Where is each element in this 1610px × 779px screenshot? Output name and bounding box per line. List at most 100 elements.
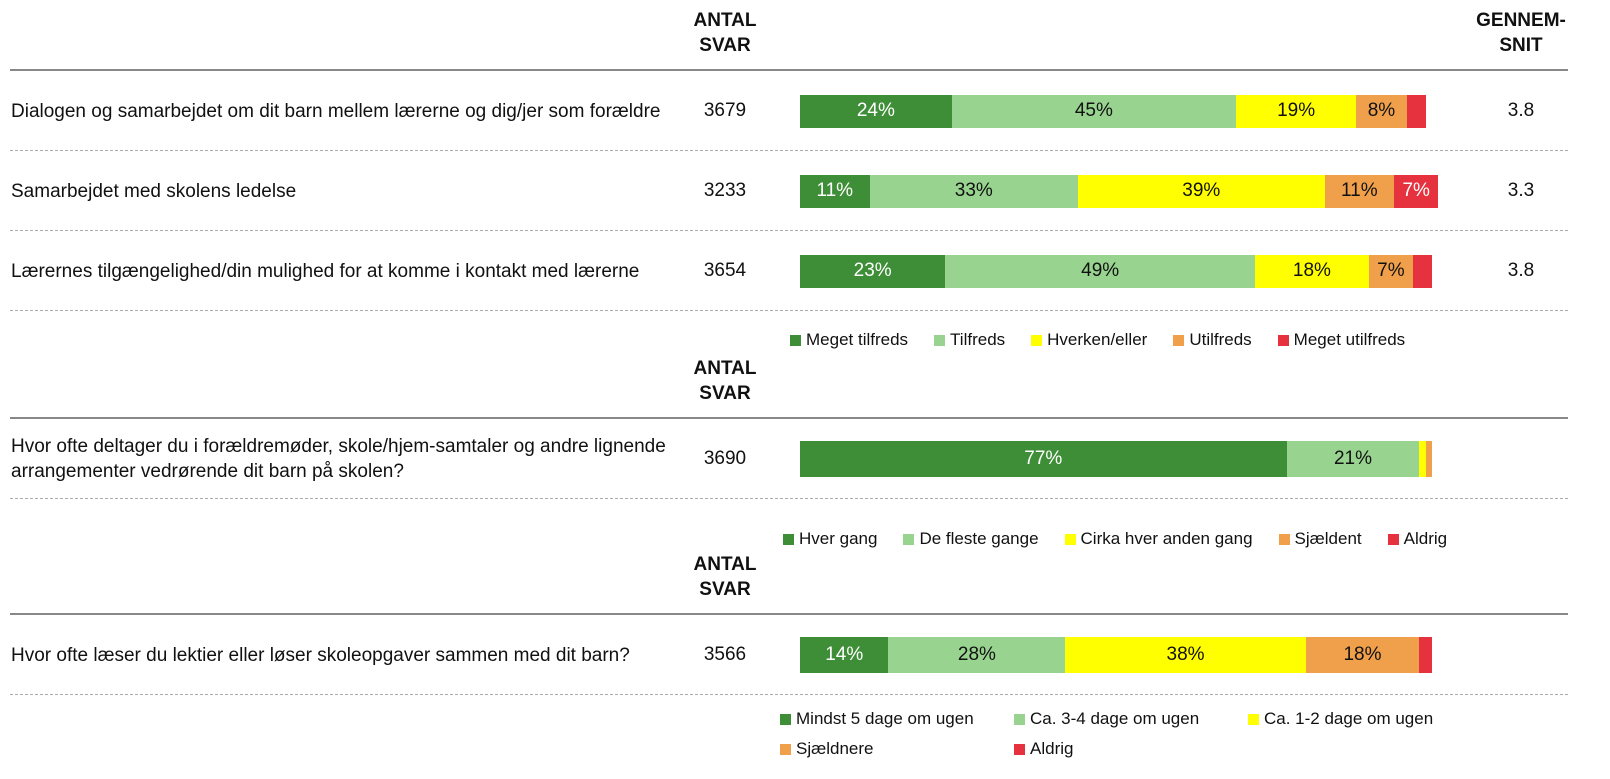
bar-segment: 18% bbox=[1255, 254, 1369, 288]
legend-item: Aldrig bbox=[1014, 734, 1248, 764]
bar-segment: 8% bbox=[1356, 94, 1407, 128]
legend-label: Sjældnere bbox=[796, 739, 874, 758]
legend-item: Hver gang bbox=[783, 524, 877, 554]
legend-label: Ca. 1-2 dage om ugen bbox=[1264, 709, 1434, 728]
legend-swatch bbox=[1278, 533, 1290, 545]
response-count: 3233 bbox=[703, 180, 747, 201]
question: Hvor ofte deltager du i forældremøder, s… bbox=[11, 436, 666, 482]
legend-swatch bbox=[1014, 743, 1025, 755]
question: Lærernes tilgængelighed/din mulighed for… bbox=[11, 260, 640, 282]
response-count: 3679 bbox=[703, 100, 747, 121]
average: 3.3 bbox=[1507, 180, 1535, 201]
legend: Meget tilfreds Tilfreds Hverken/eller Utilf… bbox=[790, 325, 1590, 355]
count-header: ANTAL SVAR bbox=[693, 554, 757, 600]
header-rule bbox=[10, 417, 1568, 419]
header-rule bbox=[10, 69, 1568, 71]
legend-label: Mindst 5 dage om ugen bbox=[796, 709, 974, 728]
bar-segment: 33% bbox=[869, 174, 1079, 208]
bar-segment bbox=[1419, 637, 1432, 673]
legend-item: Sjældent bbox=[1278, 524, 1362, 554]
legend-item: Sjældnere bbox=[780, 734, 1014, 764]
survey-row: Samarbejdet med skolens ledelse 3233 3.3 11… bbox=[0, 152, 1610, 232]
legend-swatch bbox=[903, 533, 915, 545]
legend-swatch bbox=[934, 334, 946, 346]
legend-swatch bbox=[780, 743, 791, 755]
row-separator bbox=[10, 498, 1568, 499]
legend: Hver gang De fleste gange Cirka hver anden… bbox=[783, 524, 1583, 554]
row-separator bbox=[10, 310, 1568, 311]
average-header: GENNEM-SNIT bbox=[1476, 10, 1566, 56]
legend-label: Aldrig bbox=[1403, 529, 1448, 548]
header-rule bbox=[10, 613, 1568, 615]
legend-swatch bbox=[780, 713, 791, 725]
count-header: ANTAL SVAR bbox=[693, 358, 757, 404]
average: 3.8 bbox=[1507, 100, 1535, 121]
row-separator bbox=[10, 150, 1568, 151]
legend-swatch bbox=[1064, 533, 1076, 545]
bar-segment: 38% bbox=[1065, 637, 1306, 673]
legend-item: Meget tilfreds bbox=[790, 325, 908, 355]
row-separator bbox=[10, 694, 1568, 695]
bar-segment: 21% bbox=[1286, 441, 1420, 477]
bar-segment bbox=[1425, 441, 1432, 477]
legend-item: Meget utilfreds bbox=[1277, 325, 1406, 355]
legend-item: Cirka hver anden gang bbox=[1064, 524, 1253, 554]
legend-item: Tilfreds bbox=[934, 325, 1005, 355]
legend-label: Tilfreds bbox=[950, 330, 1006, 349]
bar-segment: 7% bbox=[1368, 254, 1414, 288]
legend-swatch bbox=[1014, 713, 1025, 725]
count-header: ANTAL SVAR bbox=[693, 10, 757, 56]
question: Samarbejdet med skolens ledelse bbox=[11, 180, 297, 202]
legend-item: Hverken/eller bbox=[1031, 325, 1147, 355]
legend-label: Meget utilfreds bbox=[1293, 330, 1406, 349]
legend-swatch bbox=[783, 533, 794, 545]
bar-segment: 45% bbox=[951, 94, 1237, 128]
legend-swatch bbox=[1173, 334, 1185, 346]
legend-item: Mindst 5 dage om ugen bbox=[780, 704, 1014, 734]
legend-item: Ca. 3-4 dage om ugen bbox=[1014, 704, 1248, 734]
row-separator bbox=[10, 230, 1568, 231]
bar-segment bbox=[1419, 441, 1426, 477]
legend-swatch bbox=[790, 334, 801, 346]
bar-segment: 39% bbox=[1078, 174, 1325, 208]
bar-segment: 11% bbox=[800, 174, 870, 208]
legend-label: De fleste gange bbox=[919, 529, 1039, 548]
question: Hvor ofte læser du lektier eller løser s… bbox=[11, 644, 630, 666]
survey-row: Dialogen og samarbejdet om dit barn mell… bbox=[0, 72, 1610, 152]
legend-swatch bbox=[1277, 334, 1289, 346]
legend-label: Cirka hver anden gang bbox=[1080, 529, 1253, 548]
bar-segment: 14% bbox=[800, 637, 889, 673]
response-count: 3566 bbox=[703, 644, 747, 665]
legend-swatch bbox=[1387, 533, 1399, 545]
bar-segment bbox=[1413, 254, 1432, 288]
legend-label: Utilfreds bbox=[1189, 330, 1252, 349]
bar-segment: 24% bbox=[800, 94, 952, 128]
legend-item: Ca. 1-2 dage om ugen bbox=[1248, 704, 1482, 734]
survey-row: Hvor ofte deltager du i forældremøder, s… bbox=[0, 420, 1610, 500]
bar-segment: 77% bbox=[800, 441, 1287, 477]
legend: Mindst 5 dage om ugen Ca. 3-4 dage om uge… bbox=[780, 704, 1492, 764]
response-count: 3690 bbox=[703, 448, 747, 469]
legend-item: De fleste gange bbox=[903, 524, 1039, 554]
legend-item: Aldrig bbox=[1387, 524, 1448, 554]
legend-label: Aldrig bbox=[1030, 739, 1074, 758]
bar-segment: 18% bbox=[1305, 637, 1420, 673]
bar-segment: 28% bbox=[888, 637, 1066, 673]
bar-segment: 7% bbox=[1394, 174, 1439, 208]
bar-segment: 49% bbox=[945, 254, 1256, 288]
legend-label: Hverken/eller bbox=[1047, 330, 1148, 349]
bar-segment: 23% bbox=[800, 254, 946, 288]
legend-label: Hver gang bbox=[799, 529, 878, 548]
bar-segment: 11% bbox=[1324, 174, 1395, 208]
response-count: 3654 bbox=[703, 260, 747, 281]
average: 3.8 bbox=[1507, 260, 1535, 281]
bar-segment: 19% bbox=[1236, 94, 1357, 128]
legend-label: Sjældent bbox=[1294, 529, 1362, 548]
survey-row: Lærernes tilgængelighed/din mulighed for… bbox=[0, 232, 1610, 312]
survey-row: Hvor ofte læser du lektier eller løser s… bbox=[0, 616, 1610, 696]
legend-label: Ca. 3-4 dage om ugen bbox=[1030, 709, 1200, 728]
legend-swatch bbox=[1031, 334, 1043, 346]
legend-swatch bbox=[1248, 713, 1259, 725]
bar-segment bbox=[1406, 94, 1426, 128]
